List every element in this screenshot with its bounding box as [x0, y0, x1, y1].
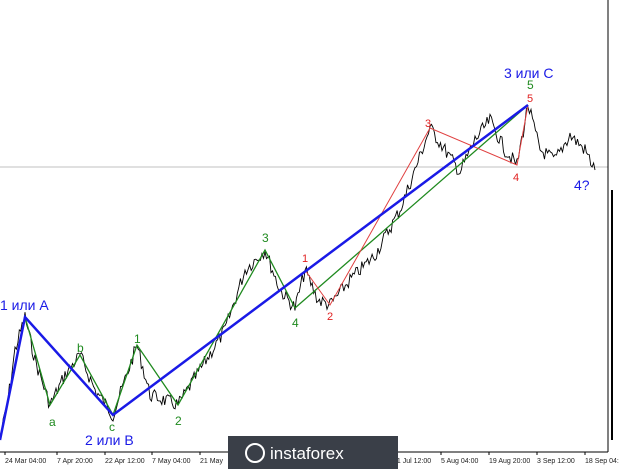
wave-label: 2 [175, 414, 182, 428]
x-tick-label: 19 Aug 20:00 [489, 458, 530, 465]
x-tick-label: 22 Apr 12:00 [105, 458, 145, 465]
watermark-box [228, 436, 398, 469]
wave-label: 4 [513, 172, 519, 184]
wave-label: 3 [425, 118, 431, 130]
wave-line [294, 104, 529, 309]
wave-label: 5 [527, 93, 533, 105]
x-tick-label: 21 Jul 12:00 [393, 458, 431, 465]
wave-label: 1 или A [0, 297, 49, 313]
wave-label: 5 [527, 78, 534, 92]
wave-label: 3 или C [504, 65, 554, 81]
wave-label: a [49, 415, 56, 429]
wave-label: 4? [574, 177, 590, 193]
x-axis: 24 Mar 04:00 7 Apr 20:00 22 Apr 12:00 7 May… [4, 452, 619, 465]
x-tick-label: 21 May [200, 458, 223, 465]
wave-line [0, 103, 529, 441]
wave-label: b [77, 341, 84, 355]
wave-label: 2 или B [85, 432, 134, 448]
price-series [0, 106, 596, 441]
watermark: instaforex [270, 444, 344, 463]
wave-label: 2 [327, 311, 333, 323]
wave-line [304, 104, 529, 306]
x-tick-label: 18 Sep 04: [585, 458, 619, 465]
wave-label: 3 [262, 231, 269, 245]
x-tick-label: 5 Aug 04:00 [441, 458, 478, 465]
x-tick-label: 3 Sep 12:00 [537, 458, 575, 465]
wave-label: 1 [134, 332, 141, 346]
x-tick-label: 24 Mar 04:00 [5, 458, 46, 465]
x-tick-label: 7 May 04:00 [152, 458, 191, 465]
price-path [0, 106, 596, 441]
x-tick-label: 7 Apr 20:00 [57, 458, 93, 465]
wave-label: 1 [302, 253, 308, 265]
wave-label: 4 [292, 316, 299, 330]
wave-line [24, 248, 296, 417]
watermark-logo [245, 443, 265, 463]
wave-label: c [109, 420, 115, 434]
